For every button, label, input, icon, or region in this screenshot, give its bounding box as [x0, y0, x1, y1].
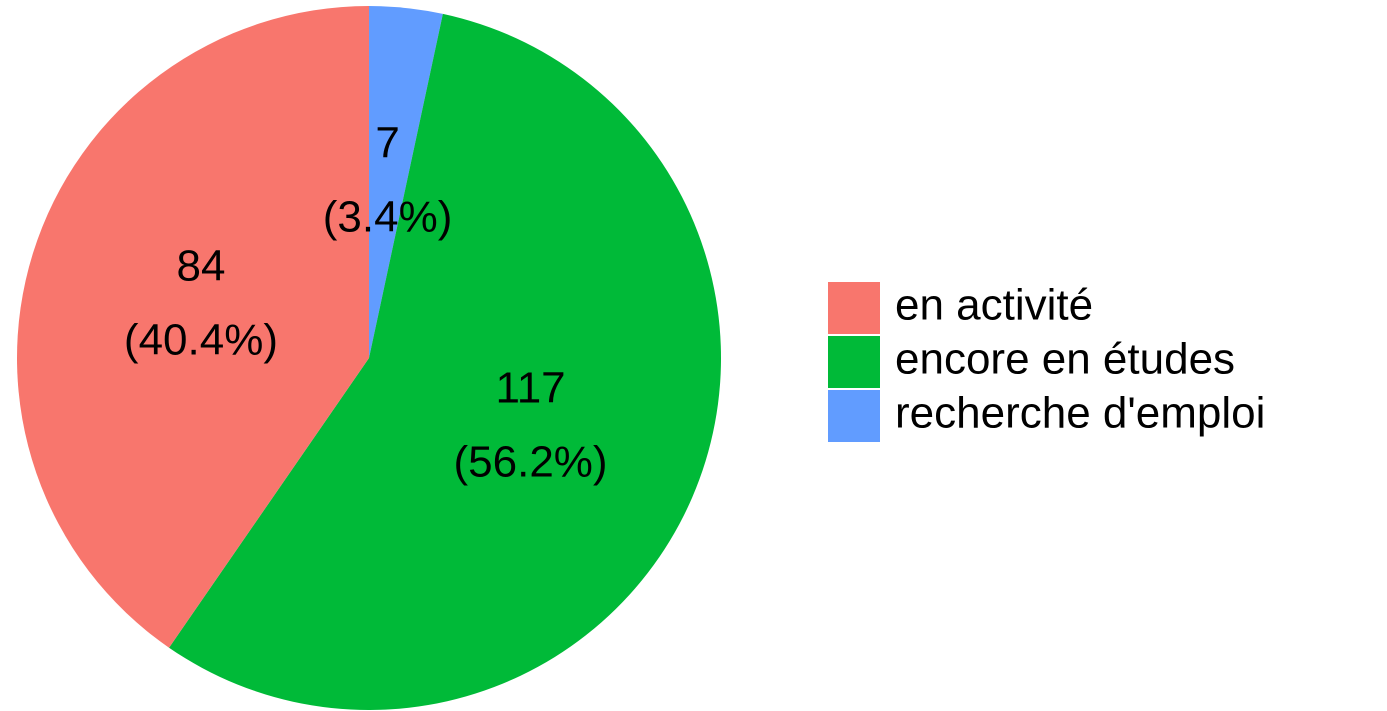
percent-label: (56.2%) — [454, 437, 608, 486]
percent-label: (40.4%) — [124, 315, 278, 364]
legend-label: encore en études — [895, 335, 1235, 384]
value-label: 7 — [375, 119, 399, 168]
legend-swatch — [828, 390, 880, 442]
legend-label: en activité — [895, 281, 1093, 330]
value-label: 84 — [176, 241, 225, 290]
legend-swatch — [828, 282, 880, 334]
pie-slice — [17, 6, 369, 648]
legend-swatch — [828, 336, 880, 388]
pie-slice — [369, 6, 443, 358]
value-label: 117 — [495, 363, 565, 412]
percent-label: (3.4%) — [323, 193, 453, 242]
pie-slice — [169, 13, 721, 710]
legend-label: recherche d'emploi — [895, 389, 1265, 438]
